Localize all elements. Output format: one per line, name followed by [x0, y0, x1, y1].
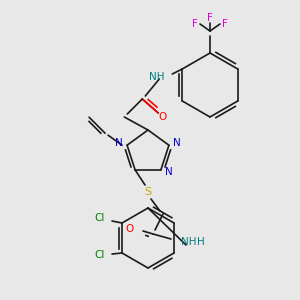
Text: O: O	[126, 224, 134, 234]
Text: N: N	[165, 167, 173, 177]
Text: NH: NH	[149, 72, 164, 82]
Text: F: F	[222, 19, 228, 29]
Text: F: F	[192, 19, 198, 29]
Text: O: O	[158, 112, 166, 122]
Text: N: N	[115, 138, 123, 148]
Text: H: H	[197, 237, 205, 247]
Text: Cl: Cl	[95, 213, 105, 223]
Text: Cl: Cl	[95, 250, 105, 260]
Text: S: S	[144, 187, 152, 197]
Text: NH: NH	[181, 237, 197, 247]
Text: F: F	[207, 13, 213, 23]
Text: N: N	[173, 138, 181, 148]
